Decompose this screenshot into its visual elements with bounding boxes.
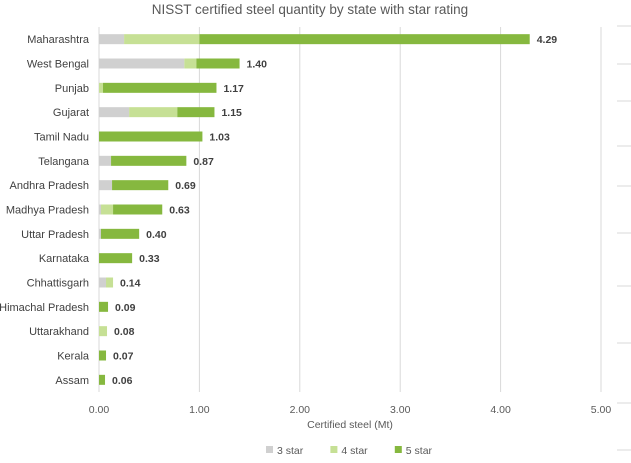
bar-segment [99,204,102,215]
legend: 3 star 4 star 5 star [266,445,433,457]
category-label: West Bengal [27,59,89,71]
category-label: Uttar Pradesh [21,229,89,241]
category-label: Punjab [55,83,89,95]
bar-segment [129,107,178,118]
bar-segment [103,82,217,93]
total-data-label: 1.15 [221,107,242,119]
total-data-label: 0.40 [146,229,167,241]
bar-segment [99,253,133,264]
total-data-label: 0.69 [175,180,196,192]
legend-swatch [394,446,402,453]
bar-segment [99,228,102,239]
total-data-label: 0.63 [169,205,190,217]
bar-segment [99,58,185,69]
bar-segment [99,374,106,385]
category-label: Gujarat [53,107,89,119]
total-data-label: 0.87 [193,156,214,168]
x-tick-label: 3.00 [390,404,411,416]
bar-segment [99,180,113,191]
legend-label: 5 star [406,445,433,457]
x-tick-label: 4.00 [490,404,511,416]
chart-title: NISST certified steel quantity by state … [152,2,468,17]
category-label: Karnataka [39,253,90,265]
bar-segment [99,34,125,45]
bar-segment [99,107,130,118]
total-data-label: 4.29 [537,34,558,46]
bar-segment [101,228,140,239]
legend-swatch [266,446,273,453]
category-label: Andhra Pradesh [10,180,90,192]
bar-segment [106,277,114,288]
bar-segment [99,301,109,312]
category-label: Telangana [38,156,90,168]
x-tick-label: 0.00 [89,404,110,416]
bar-segment [101,204,114,215]
x-tick-label: 2.00 [290,404,311,416]
total-data-label: 1.17 [223,83,244,95]
frame-ticks [617,25,631,451]
category-label: Chhattisgarh [27,278,89,290]
bar-segment [111,155,187,166]
x-tick-label: 1.00 [189,404,210,416]
bar-segment [99,350,107,361]
total-data-label: 1.40 [247,59,268,71]
legend-label: 4 star [341,445,368,457]
bar-segment [99,277,107,288]
bar-segment [99,131,203,142]
bar-segment [184,58,197,69]
category-label: Tamil Nadu [34,132,89,144]
legend-swatch [330,446,338,453]
category-label: Assam [55,375,89,387]
bar-segment [112,180,169,191]
total-data-label: 0.08 [114,326,135,338]
bar-segment [177,107,215,118]
category-label: Himachal Pradesh [0,302,89,314]
bar-segment [124,34,200,45]
legend-label: 3 star [277,445,304,457]
x-axis-title: Certified steel (Mt) [307,419,393,431]
bar-segment [199,34,530,45]
total-data-label: 0.07 [113,351,134,363]
category-label: Madhya Pradesh [6,205,89,217]
total-data-label: 1.03 [209,132,230,144]
x-tick-label: 5.00 [591,404,612,416]
labels: 0.00 1.00 2.00 3.00 4.00 5.00 Maharashtra 4.29 W… [0,34,611,416]
category-label: Maharashtra [27,34,90,46]
total-data-label: 0.14 [120,278,141,290]
bar-segment [196,58,240,69]
bar-segment [99,326,108,337]
bar-segment [99,155,112,166]
bar-segment [113,204,163,215]
total-data-label: 0.06 [112,375,133,387]
bars [99,34,530,385]
total-data-label: 0.09 [115,302,136,314]
bar-segment [99,82,104,93]
total-data-label: 0.33 [139,253,160,265]
category-label: Uttarakhand [29,326,89,338]
category-label: Kerala [57,351,90,363]
